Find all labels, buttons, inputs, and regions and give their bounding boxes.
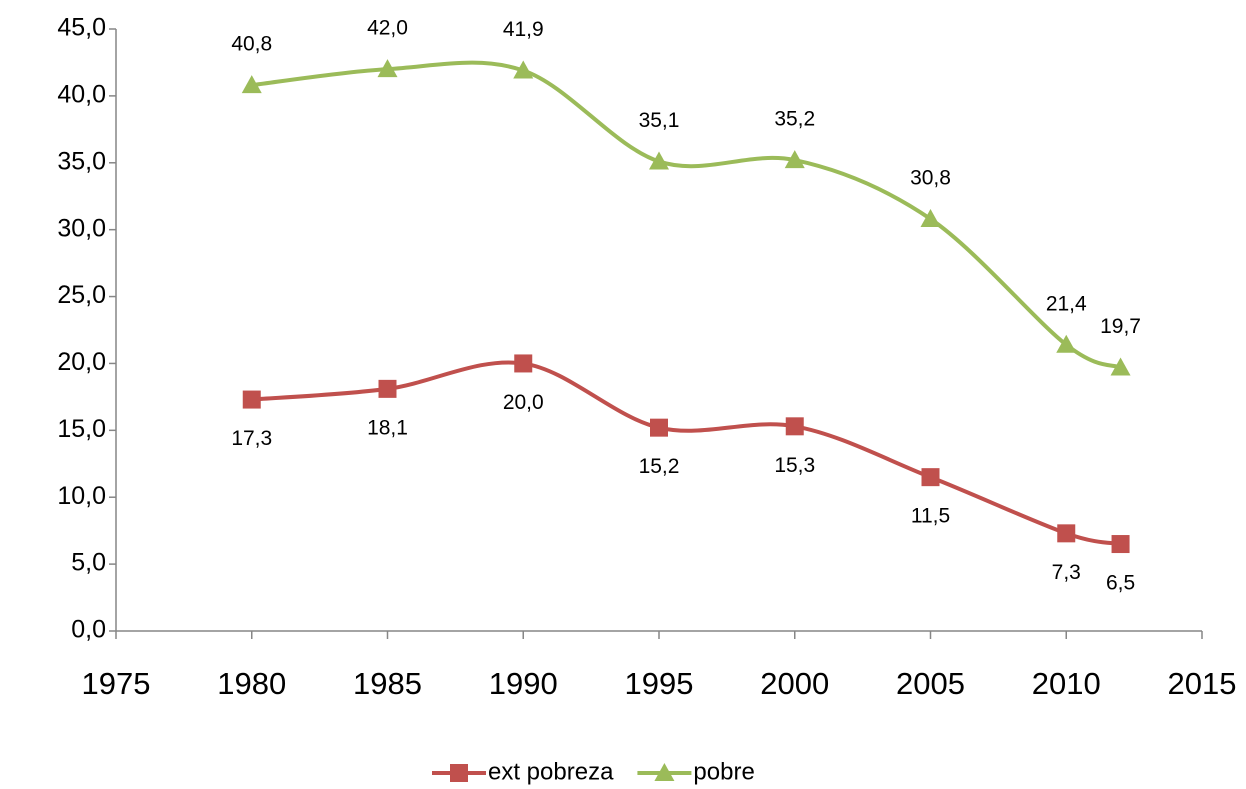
data-label: 20,0 bbox=[503, 391, 544, 414]
data-label: 40,8 bbox=[231, 33, 272, 56]
y-tick-label: 40,0 bbox=[57, 80, 106, 108]
chart: 0,0 5,0 10,0 15,0 20,0 25,0 30,0 35,0 40,0 45,0 19… bbox=[0, 0, 1246, 789]
data-label: 11,5 bbox=[911, 505, 950, 528]
data-label: 35,2 bbox=[774, 108, 815, 131]
data-label: 30,8 bbox=[910, 167, 951, 190]
data-point bbox=[1057, 524, 1075, 542]
y-tick-label: 45,0 bbox=[57, 14, 106, 42]
data-point bbox=[786, 417, 804, 435]
x-tick-label: 2010 bbox=[1032, 666, 1101, 701]
legend-marker bbox=[450, 764, 468, 782]
data-label: 17,3 bbox=[231, 427, 272, 450]
series-line bbox=[252, 63, 1121, 368]
data-label: 41,9 bbox=[503, 18, 544, 41]
y-tick-label: 5,0 bbox=[71, 549, 106, 577]
y-tick-label: 0,0 bbox=[71, 616, 106, 644]
x-tick-label: 1990 bbox=[489, 666, 558, 701]
x-tick-label: 2005 bbox=[896, 666, 965, 701]
x-tick-label: 1980 bbox=[217, 666, 286, 701]
y-tick-label: 20,0 bbox=[57, 348, 106, 376]
data-point bbox=[921, 209, 941, 227]
data-label: 18,1 bbox=[367, 416, 408, 439]
data-label: 42,0 bbox=[367, 17, 408, 40]
data-label: 19,7 bbox=[1100, 315, 1141, 338]
data-label: 6,5 bbox=[1106, 572, 1135, 595]
x-tick-label: 2000 bbox=[760, 666, 829, 701]
y-tick-label: 15,0 bbox=[57, 415, 106, 443]
data-point bbox=[922, 468, 940, 486]
x-tick-label: 2015 bbox=[1168, 666, 1237, 701]
y-tick-label: 25,0 bbox=[57, 281, 106, 309]
data-label: 35,1 bbox=[639, 109, 680, 132]
legend-label: ext pobreza bbox=[488, 758, 614, 785]
data-point bbox=[650, 419, 668, 437]
legend-label: pobre bbox=[693, 758, 754, 785]
data-label: 15,2 bbox=[639, 455, 680, 478]
data-point bbox=[514, 354, 532, 372]
data-label: 7,3 bbox=[1052, 561, 1081, 584]
x-tick-label: 1975 bbox=[82, 666, 151, 701]
data-point bbox=[243, 391, 261, 409]
y-tick-label: 10,0 bbox=[57, 482, 106, 510]
x-tick-label: 1995 bbox=[625, 666, 694, 701]
data-label: 15,3 bbox=[774, 454, 815, 477]
x-tick-label: 1985 bbox=[353, 666, 422, 701]
data-point bbox=[379, 380, 397, 398]
data-label: 21,4 bbox=[1046, 292, 1087, 315]
data-point bbox=[1112, 535, 1130, 553]
y-tick-label: 30,0 bbox=[57, 214, 106, 242]
y-tick-label: 35,0 bbox=[57, 147, 106, 175]
